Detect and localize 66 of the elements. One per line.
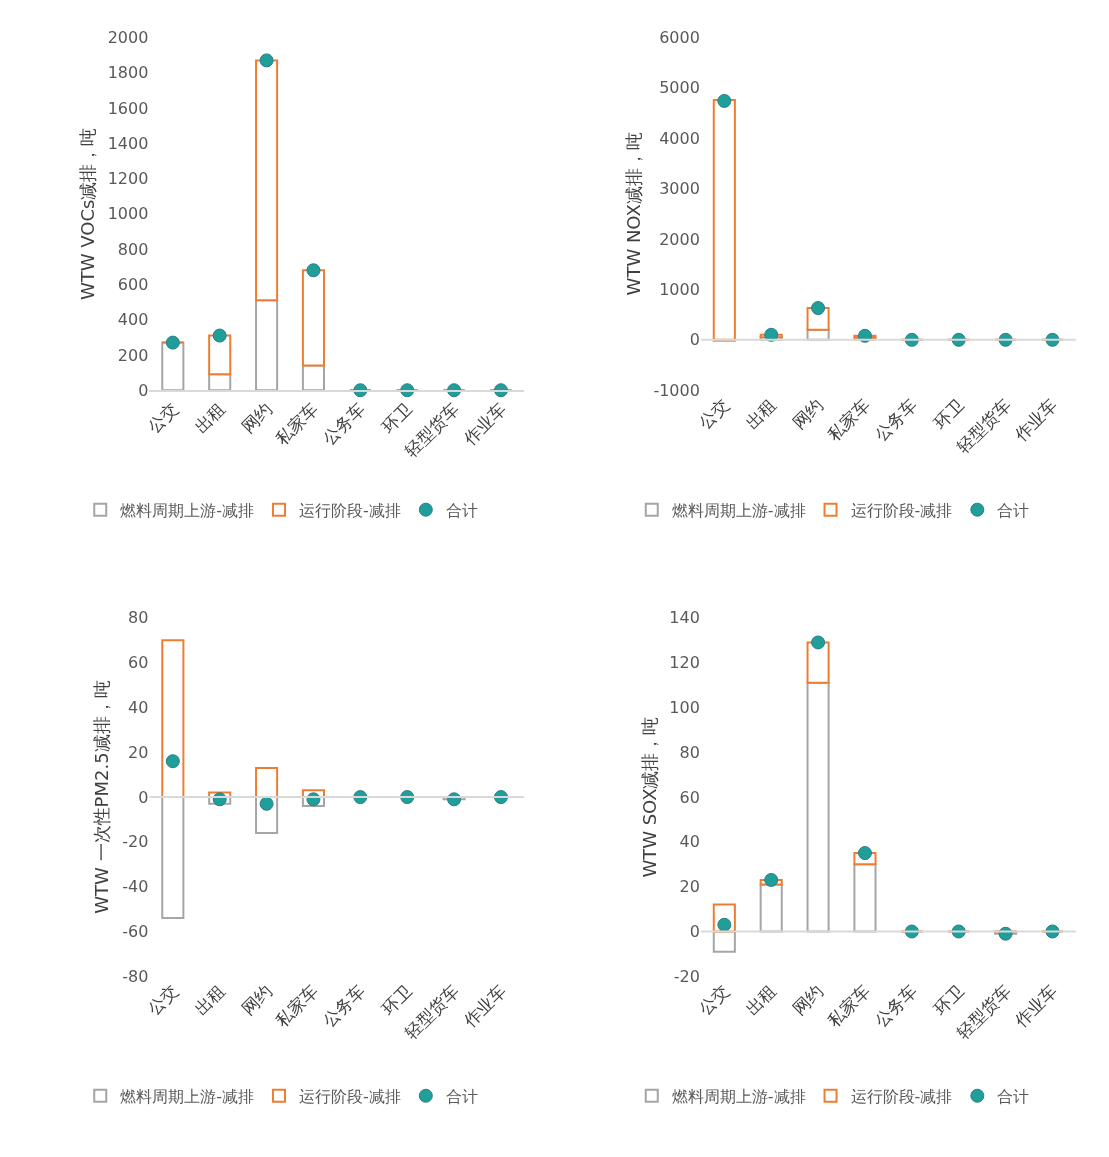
legend-label: 合计 <box>997 1087 1030 1106</box>
x-tick-label: 出租 <box>190 398 229 438</box>
y-tick-label: 800 <box>117 239 149 259</box>
y-axis-title: WTW VOCs减排，吨 <box>76 127 98 301</box>
y-tick-label: -40 <box>122 877 149 897</box>
x-tick-label: 环卫 <box>929 980 968 1019</box>
y-tick-label: 20 <box>679 877 700 897</box>
y-tick-label: 40 <box>679 832 700 852</box>
legend-label: 运行阶段-减排 <box>299 500 401 520</box>
y-tick-label: 20 <box>128 742 149 762</box>
y-tick-label: 1200 <box>107 169 149 189</box>
y-tick-label: 600 <box>117 275 149 294</box>
x-tick-label: 作业车 <box>458 980 510 1032</box>
x-tick-label: 出租 <box>741 394 781 433</box>
y-tick-label: 400 <box>117 310 149 330</box>
y-tick-label: -80 <box>122 966 149 986</box>
y-tick-label: 60 <box>679 787 700 807</box>
y-tick-label: 1600 <box>107 98 149 118</box>
x-tick-label: 环卫 <box>377 980 417 1019</box>
legend-label: 合计 <box>445 1087 478 1106</box>
x-tick-label: 作业车 <box>1010 394 1062 446</box>
y-tick-label: 1000 <box>659 280 700 300</box>
x-tick-label: 出租 <box>741 980 781 1019</box>
y-tick-label: 100 <box>669 698 700 718</box>
y-tick-label: 6000 <box>659 28 700 48</box>
y-axis-title: WTW 一次性PM2.5减排，吨 <box>91 680 113 914</box>
y-tick-label: -20 <box>673 966 700 986</box>
legend-label: 运行阶段-减排 <box>850 1087 953 1106</box>
y-tick-label: 3000 <box>659 179 700 199</box>
y-tick-label: -20 <box>122 832 149 852</box>
y-tick-label: 120 <box>669 653 700 673</box>
y-tick-label: 1000 <box>107 204 149 224</box>
y-tick-label: 80 <box>128 608 149 628</box>
x-tick-label: 作业车 <box>1010 980 1062 1032</box>
y-tick-label: 2000 <box>659 229 700 249</box>
legend-label: 运行阶段-减排 <box>299 1087 401 1106</box>
legend-label: 燃料周期上游-减排 <box>120 1087 255 1106</box>
legend-label: 燃料周期上游-减排 <box>671 500 806 520</box>
y-axis-title: WTW SOX减排，吨 <box>638 716 660 878</box>
legend-label: 燃料周期上游-减排 <box>120 500 255 520</box>
x-tick-label: 公交 <box>143 398 182 438</box>
y-tick-label: 40 <box>128 698 149 718</box>
y-tick-label: 1400 <box>107 133 149 153</box>
legend-label: 合计 <box>445 500 478 520</box>
y-tick-label: 0 <box>689 922 700 942</box>
legend-label: 运行阶段-减排 <box>850 500 953 520</box>
y-tick-label: -60 <box>122 922 149 942</box>
x-tick-label: 环卫 <box>377 398 417 438</box>
y-tick-label: 4000 <box>659 128 700 148</box>
y-tick-label: 0 <box>689 330 700 350</box>
y-tick-label: -1000 <box>653 380 700 400</box>
legend-label: 合计 <box>997 500 1030 520</box>
y-tick-label: 5000 <box>659 78 700 98</box>
legend-label: 燃料周期上游-减排 <box>671 1087 806 1106</box>
y-tick-label: 60 <box>128 653 149 673</box>
y-tick-label: 140 <box>669 608 700 628</box>
y-tick-label: 0 <box>138 787 149 807</box>
y-tick-label: 0 <box>138 380 149 400</box>
x-tick-label: 环卫 <box>929 394 968 433</box>
x-tick-label: 出租 <box>190 980 229 1019</box>
y-tick-label: 80 <box>679 742 700 762</box>
y-tick-label: 1800 <box>107 63 149 83</box>
y-tick-label: 2000 <box>107 28 149 48</box>
x-tick-label: 作业车 <box>458 398 510 450</box>
y-axis-title: WTW NOX减排，吨 <box>622 132 644 296</box>
y-tick-label: 200 <box>117 345 149 365</box>
